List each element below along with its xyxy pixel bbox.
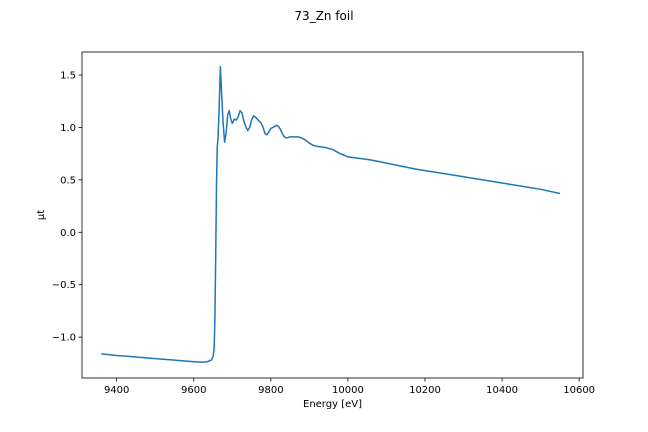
y-tick-label: 0.5 (60, 175, 76, 186)
x-tick-label: 9400 (104, 385, 129, 396)
x-tick-label: 10000 (332, 385, 364, 396)
y-tick-label: −1.0 (52, 333, 76, 344)
x-tick-label: 10600 (563, 385, 595, 396)
chart-title: 73_Zn foil (294, 9, 353, 23)
y-tick-label: 1.5 (60, 71, 76, 82)
y-tick-label: 0.0 (60, 228, 76, 239)
x-tick-label: 10200 (409, 385, 441, 396)
y-tick-label: 1.0 (60, 123, 76, 134)
x-tick-label: 9800 (258, 385, 283, 396)
x-tick-label: 10400 (486, 385, 518, 396)
y-tick-label: −0.5 (52, 280, 76, 291)
y-axis-ticks: −1.0 −0.5 0.0 0.5 1.0 1.5 (52, 71, 82, 344)
y-axis-label: μt (36, 210, 47, 220)
x-axis-ticks: 9400 9600 9800 10000 10200 10400 10600 (104, 378, 595, 396)
series-line-0 (101, 65, 561, 363)
axes-frame (81, 51, 584, 379)
x-tick-label: 9600 (181, 385, 206, 396)
plot-area (101, 65, 561, 363)
x-axis-label: Energy [eV] (303, 399, 362, 410)
